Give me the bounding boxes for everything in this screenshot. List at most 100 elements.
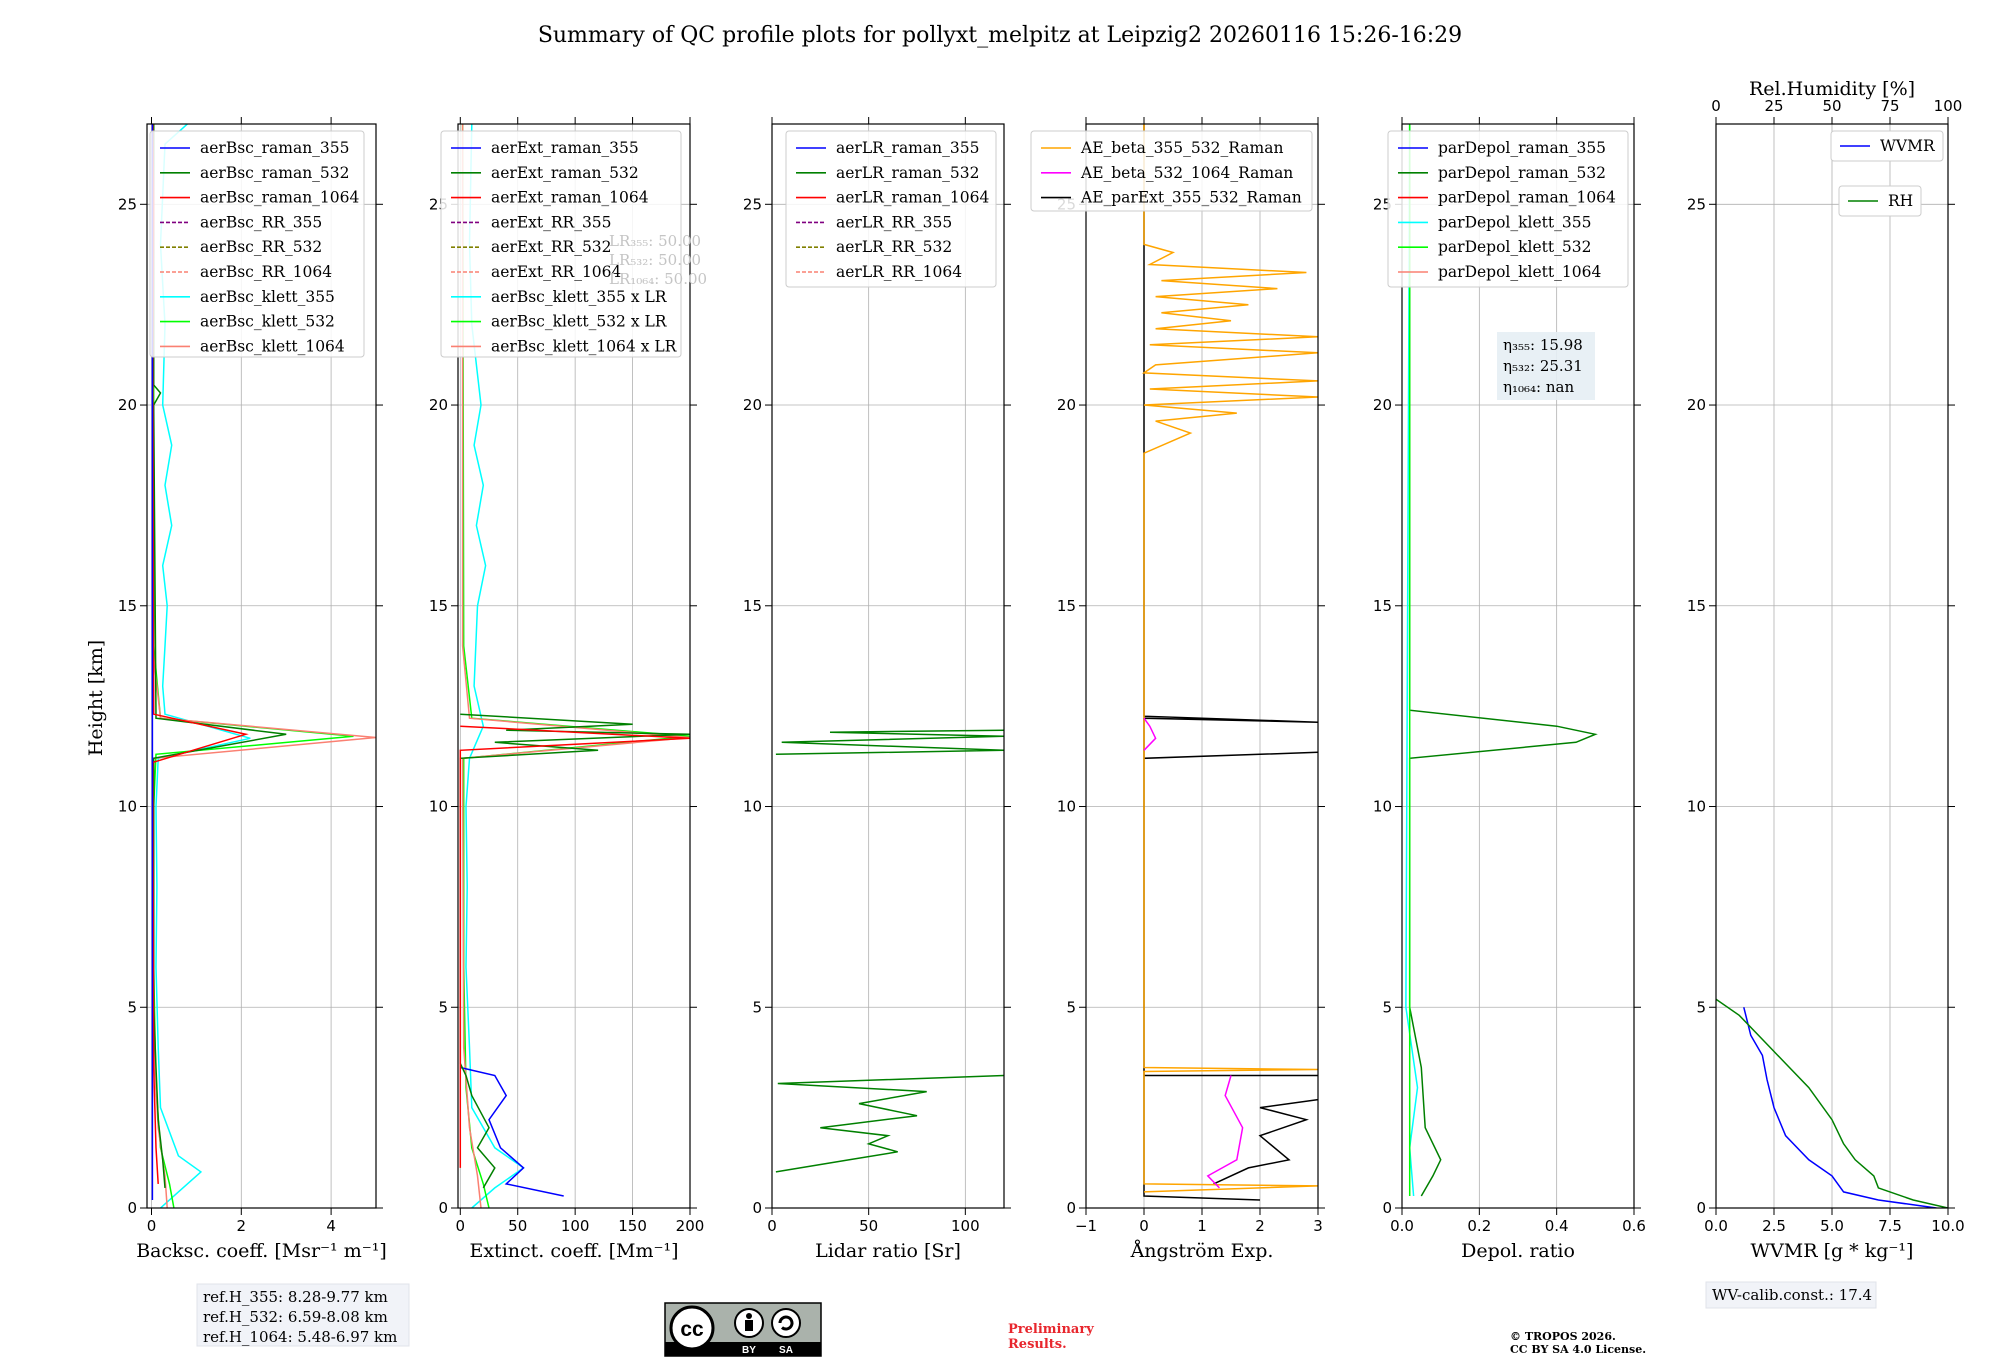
x-tick-label: 100 bbox=[951, 1217, 980, 1235]
panel-backscatter: 0 2 4 0 5 10 15 20 25 Backsc. coeff. [Msr⁻¹ m⁻¹] a… bbox=[118, 117, 410, 1347]
legend-label: AE_beta_532_1064_Raman bbox=[1080, 164, 1293, 182]
x-tick-label: 50 bbox=[508, 1217, 527, 1235]
series-line-AE_beta_532_1064_cirrus bbox=[1143, 717, 1157, 751]
legend-label: aerLR_raman_532 bbox=[836, 164, 979, 182]
y-tick-label: 15 bbox=[1057, 597, 1076, 615]
x-axis-label: Ångström Exp. bbox=[1130, 1240, 1274, 1262]
y-tick-label: 10 bbox=[1687, 798, 1706, 816]
legend-rh: RH bbox=[1838, 185, 1922, 217]
legend-label: parDepol_klett_1064 bbox=[1438, 263, 1601, 281]
top-tick-label: 0 bbox=[1711, 97, 1721, 115]
legend-box bbox=[1387, 130, 1629, 288]
legend-label: aerLR_RR_355 bbox=[836, 213, 952, 231]
panel-frame bbox=[146, 123, 377, 1209]
legend-label: aerBsc_klett_532 bbox=[200, 313, 335, 331]
panel-frame bbox=[771, 123, 1005, 1209]
legend-wvmr: WVMR bbox=[1830, 130, 1944, 162]
by-person-body bbox=[745, 1320, 753, 1331]
x-tick-label: −1 bbox=[1075, 1217, 1097, 1235]
y-tick-label: 20 bbox=[118, 396, 137, 414]
legend-label: aerLR_RR_1064 bbox=[836, 263, 962, 281]
refh-note-line: ref.H_355: 8.28-9.77 km bbox=[203, 1288, 388, 1306]
series-line-AE_parExt_355_532_lower bbox=[1213, 1098, 1318, 1185]
legend-box bbox=[440, 130, 682, 358]
legend-label: aerLR_raman_355 bbox=[836, 139, 979, 157]
legend-backscatter: aerBsc_raman_355 aerBsc_raman_532 aerBsc_r… bbox=[149, 130, 365, 358]
x-tick-label: 2.5 bbox=[1762, 1217, 1786, 1235]
legend-label: WVMR bbox=[1880, 137, 1936, 155]
x-tick-label: 0.2 bbox=[1467, 1217, 1491, 1235]
series-line-AE_beta_355_532_Raman bbox=[1141, 124, 1318, 1193]
refh-note-line: ref.H_532: 6.59-8.08 km bbox=[203, 1308, 388, 1326]
y-tick-label: 0 bbox=[1382, 1199, 1392, 1217]
y-tick-label: 25 bbox=[1687, 195, 1706, 213]
legend-box bbox=[1838, 185, 1922, 217]
legend-label: parDepol_klett_355 bbox=[1438, 213, 1591, 231]
top-tick-label: 100 bbox=[1934, 97, 1963, 115]
x-tick-label: 0.6 bbox=[1622, 1217, 1646, 1235]
badge-sa-text: SA bbox=[779, 1345, 793, 1356]
panel-frame bbox=[457, 123, 691, 1209]
refh-note-box bbox=[196, 1283, 410, 1347]
sa-arrow-path bbox=[778, 1315, 794, 1331]
top-axis-label: Rel.Humidity [%] bbox=[1749, 78, 1915, 100]
x-tick-label: 0.4 bbox=[1545, 1217, 1569, 1235]
legend-label: aerExt_raman_355 bbox=[491, 139, 639, 157]
y-tick-label: 10 bbox=[1057, 798, 1076, 816]
legend-label: RH bbox=[1888, 192, 1913, 210]
y-tick-label: 10 bbox=[118, 798, 137, 816]
y-tick-label: 25 bbox=[118, 195, 137, 213]
series-line-parDepol_klett_355 bbox=[1405, 124, 1419, 1197]
lr-note-line: LR₅₃₂: 50.00 bbox=[609, 251, 701, 269]
series-group-depol bbox=[1405, 124, 1598, 1197]
cc-circle-icon bbox=[669, 1305, 715, 1351]
footer: cc BY SA Preliminary Results. © TROPOS 2… bbox=[664, 1302, 1646, 1357]
refh-note-line: ref.H_1064: 5.48-6.97 km bbox=[203, 1328, 397, 1346]
top-tick-label: 50 bbox=[1822, 97, 1841, 115]
legend-lidar_ratio: aerLR_raman_355 aerLR_raman_532 aerLR_rama… bbox=[785, 130, 997, 288]
legend-label: aerBsc_klett_355 x LR bbox=[491, 288, 668, 306]
panel-wvmr: 0.0 2.5 5.0 7.5 10.0 0 5 10 15 20 25 WVMR [g * kg⁻¹… bbox=[1687, 78, 1965, 1309]
y-tick-label: 25 bbox=[743, 195, 762, 213]
legend-label: parDepol_raman_532 bbox=[1438, 164, 1606, 182]
legend-label: parDepol_raman_355 bbox=[1438, 139, 1606, 157]
badge-by-text: BY bbox=[742, 1345, 756, 1356]
x-tick-label: 2 bbox=[237, 1217, 247, 1235]
copyright-line-1: © TROPOS 2026. bbox=[1510, 1330, 1616, 1343]
y-tick-label: 0 bbox=[127, 1199, 137, 1217]
legend-angstrom: AE_beta_355_532_Raman AE_beta_532_1064_Ra… bbox=[1030, 130, 1313, 212]
x-tick-label: 0 bbox=[147, 1217, 157, 1235]
x-axis-label: WVMR [g * kg⁻¹] bbox=[1751, 1240, 1914, 1262]
legend-label: aerLR_raman_1064 bbox=[836, 189, 989, 207]
series-line-WVMR bbox=[1743, 1007, 1937, 1208]
y-tick-label: 15 bbox=[118, 597, 137, 615]
lr-note-line: LR₃₅₅: 50.00 bbox=[609, 232, 701, 250]
y-tick-label: 10 bbox=[1373, 798, 1392, 816]
eta-note-line: η₃₅₅: 15.98 bbox=[1503, 336, 1583, 354]
legend-label: aerBsc_klett_1064 x LR bbox=[491, 337, 678, 355]
series-group-extinction bbox=[459, 124, 690, 1208]
y-tick-label: 5 bbox=[127, 998, 137, 1016]
top-tick-label: 25 bbox=[1764, 97, 1783, 115]
y-tick-label: 5 bbox=[1066, 998, 1076, 1016]
panel-depol: 0.0 0.2 0.4 0.6 0 5 10 15 20 25 Depol. ratio parDep… bbox=[1373, 117, 1646, 1262]
x-tick-label: 5.0 bbox=[1820, 1217, 1844, 1235]
x-axis-label: Backsc. coeff. [Msr⁻¹ m⁻¹] bbox=[136, 1240, 387, 1262]
y-tick-label: 15 bbox=[429, 597, 448, 615]
series-line-aerBsc_raman_532 bbox=[152, 124, 287, 1188]
legend-label: aerBsc_RR_1064 bbox=[200, 263, 332, 281]
x-tick-label: 100 bbox=[561, 1217, 590, 1235]
series-group-wvmr bbox=[1716, 998, 1948, 1208]
x-tick-label: 10.0 bbox=[1931, 1217, 1964, 1235]
y-tick-label: 15 bbox=[1687, 597, 1706, 615]
x-axis-label: Lidar ratio [Sr] bbox=[815, 1240, 961, 1262]
legend-label: aerBsc_klett_1064 bbox=[200, 337, 345, 355]
series-line-aerExt_raman_355 bbox=[460, 1066, 564, 1197]
legend-label: aerBsc_RR_355 bbox=[200, 213, 322, 231]
y-tick-label: 15 bbox=[1373, 597, 1392, 615]
panel-frame bbox=[1401, 123, 1635, 1209]
calib-note: WV-calib.const.: 17.4 bbox=[1712, 1286, 1872, 1304]
x-tick-label: 0 bbox=[456, 1217, 466, 1235]
series-line-aerLR_raman_532_cirrus bbox=[775, 729, 1004, 756]
